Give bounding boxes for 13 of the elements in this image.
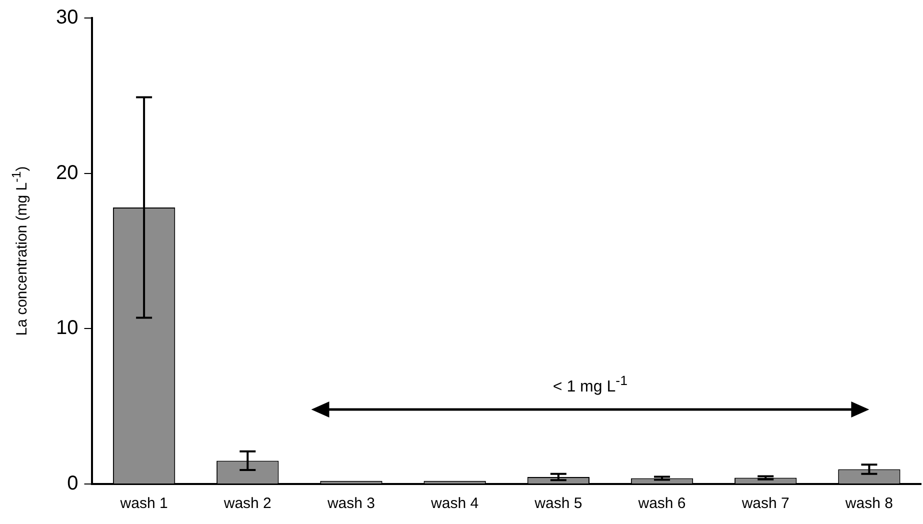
x-tick-label: wash 6 [637,495,686,512]
x-tick-label: wash 3 [326,495,375,512]
x-tick-label: wash 5 [534,495,582,512]
x-tick-label: wash 1 [119,495,168,512]
y-tick-label: 20 [56,162,78,184]
x-tick-label: wash 7 [740,495,790,512]
x-tick-label: wash 2 [222,495,272,512]
annotation: < 1 mg L$^{-1}$ [552,373,628,397]
y-tick-label: 30 [56,6,78,29]
x-tick-label: wash 4 [430,495,479,512]
y-tick-label: 10 [56,317,78,340]
x-tick-label: wash 8 [844,495,893,512]
y-tick-label: 0 [67,472,78,495]
